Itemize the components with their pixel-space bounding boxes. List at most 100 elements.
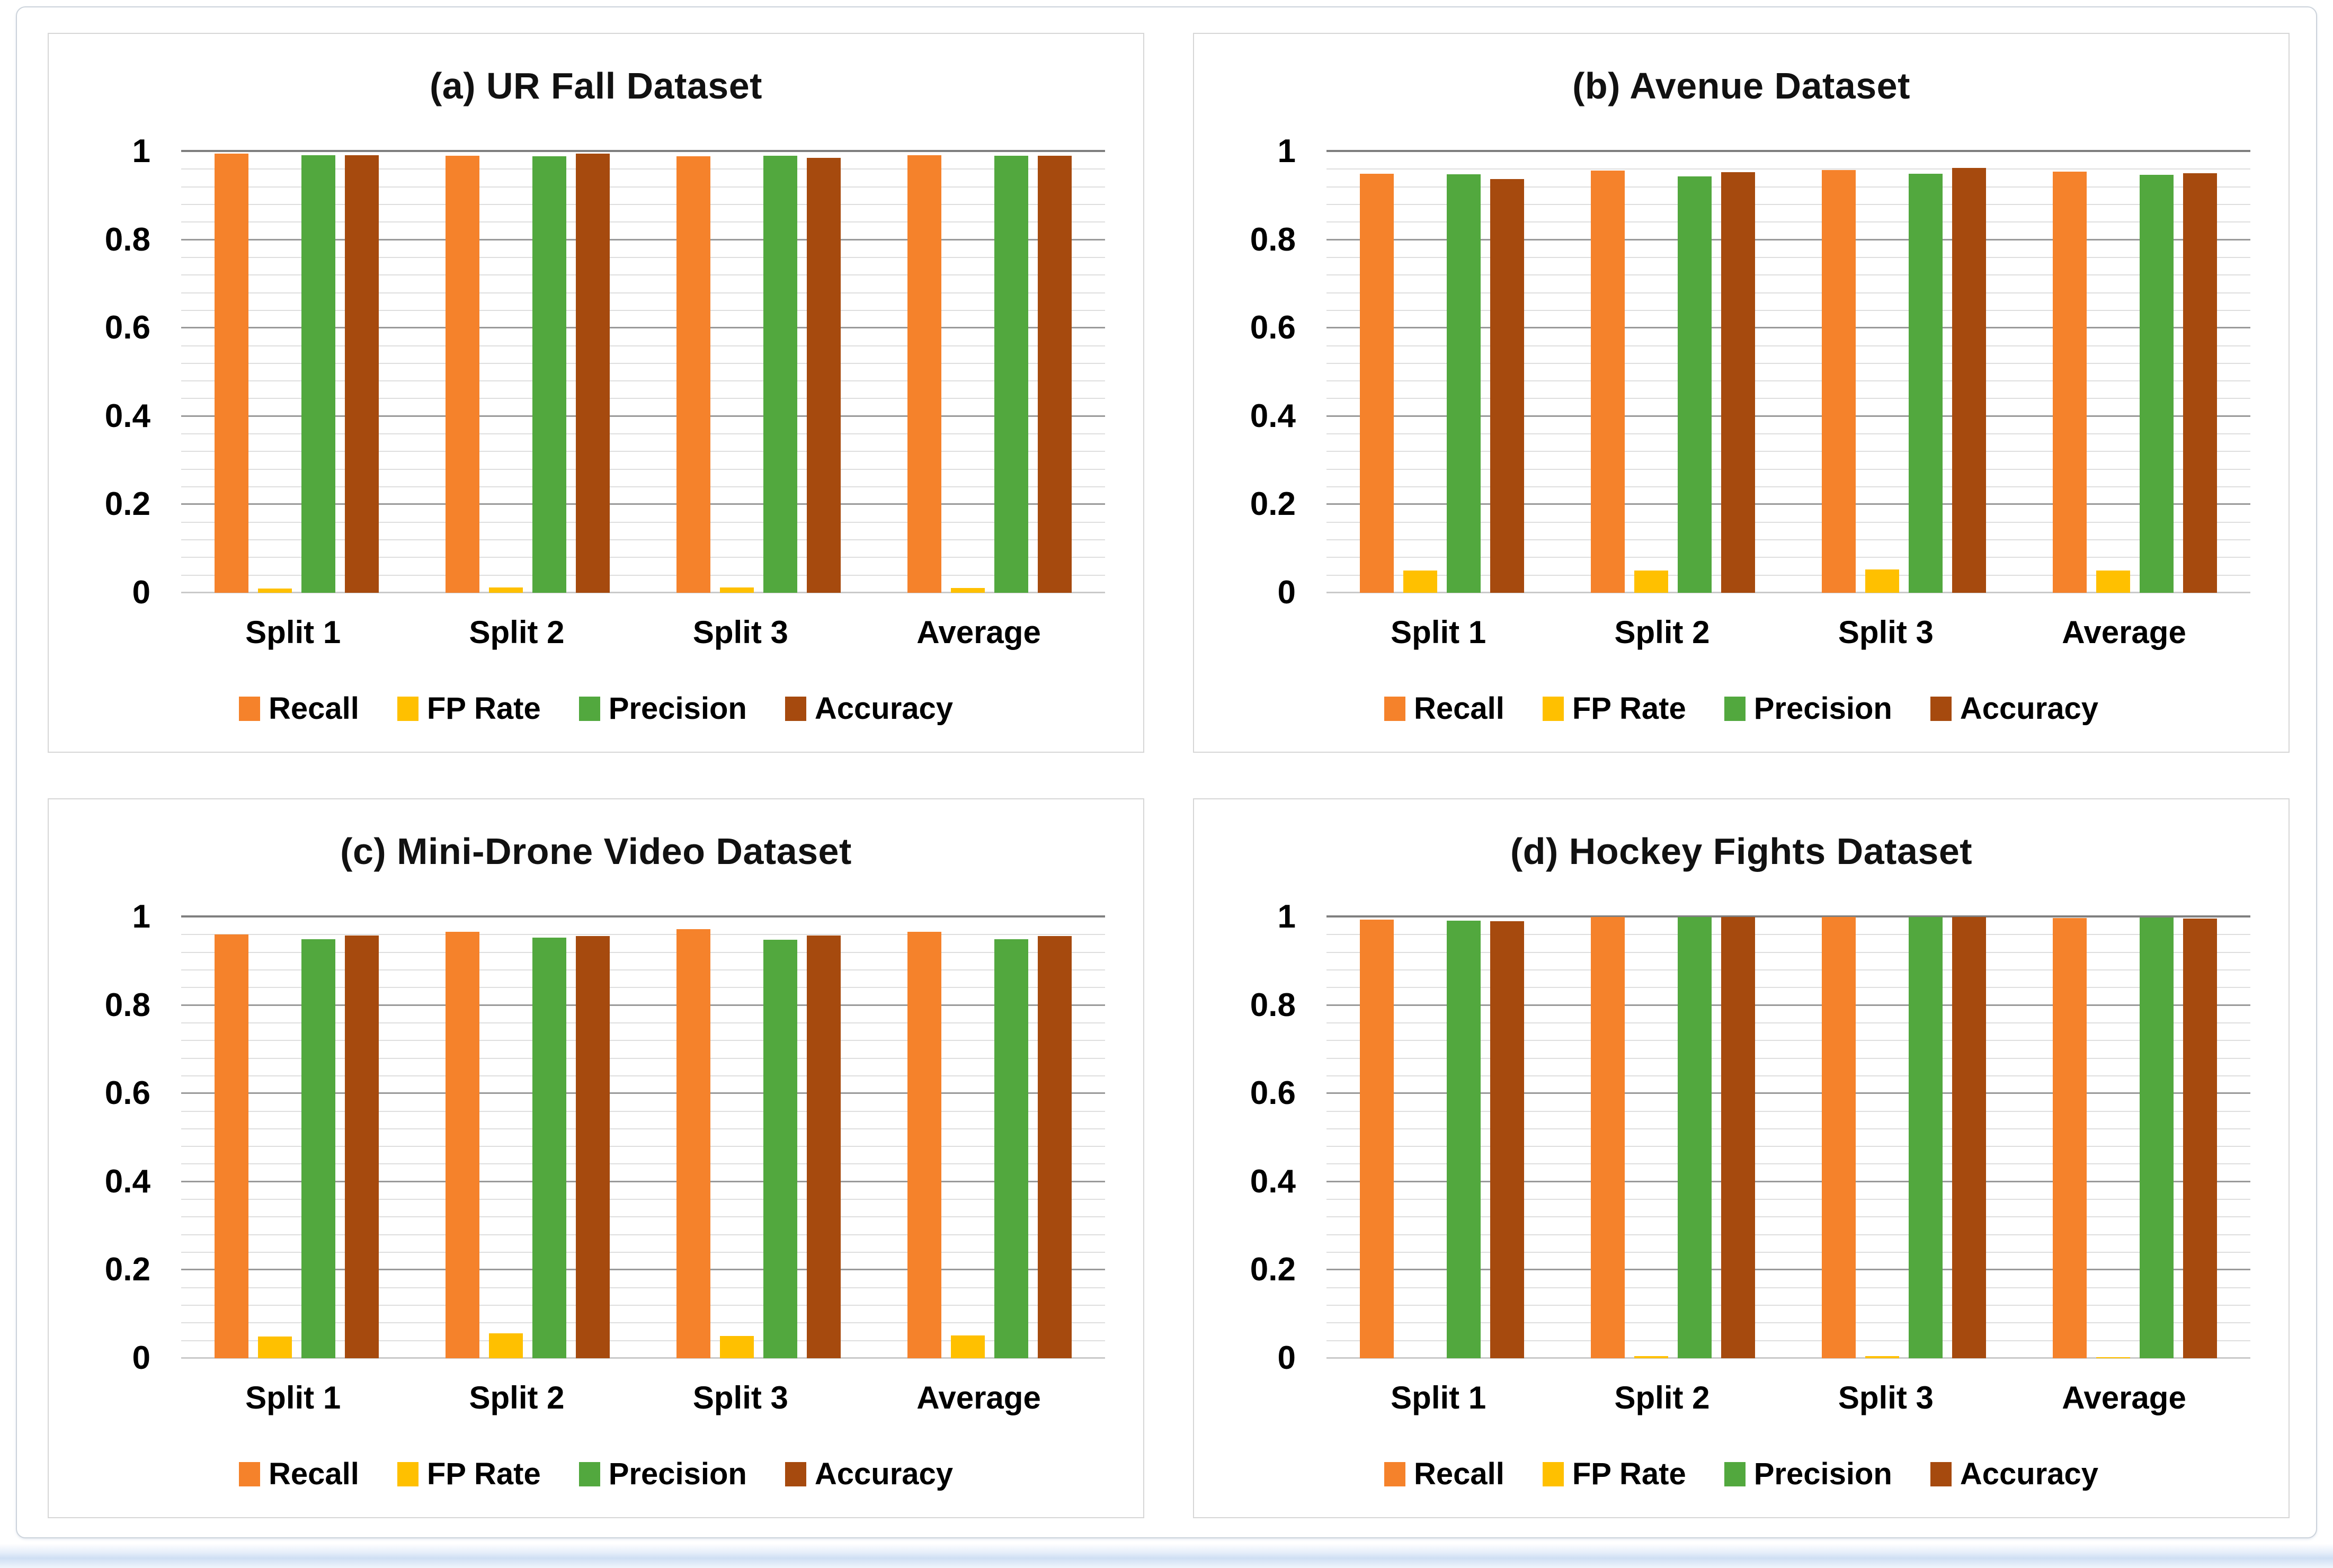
gridline-minor [1326, 1287, 2250, 1288]
bar-group [1591, 152, 1755, 593]
legend-swatch-recall [1384, 1462, 1405, 1486]
gridline-minor [181, 574, 1105, 576]
legend-item-fp-rate: FP Rate [1542, 691, 1686, 726]
y-tick-label: 0 [132, 1340, 150, 1376]
bar-recall [2053, 171, 2087, 593]
gridline-minor [1326, 987, 2250, 988]
bar-group [907, 152, 1072, 593]
gridline-major [1326, 592, 2250, 593]
bar-group [676, 917, 841, 1358]
bar-fp-rate [1865, 569, 1899, 593]
gridline-minor [1326, 1022, 2250, 1023]
gridline-minor [181, 557, 1105, 558]
legend-item-precision: Precision [578, 1456, 747, 1492]
bar-recall [676, 156, 710, 593]
y-tick-label: 0.8 [104, 986, 150, 1023]
bar-precision [994, 939, 1028, 1358]
bar-recall [1360, 920, 1394, 1358]
x-category-label-average: Average [2062, 1380, 2186, 1415]
x-category-label-split-1: Split 1 [1391, 614, 1486, 650]
bar-precision [1678, 176, 1712, 593]
bar-accuracy [1038, 155, 1072, 593]
bar-fp-rate [489, 587, 523, 593]
y-tick-label: 0.4 [104, 397, 150, 434]
gridline-major [1326, 915, 2250, 917]
gridline-major [181, 150, 1105, 152]
bar-group [676, 152, 841, 593]
y-tick-label: 1 [132, 133, 150, 170]
legend-swatch-accuracy [785, 1462, 806, 1486]
gridline-minor [1326, 433, 2250, 435]
y-tick-label: 0.8 [1250, 986, 1296, 1023]
gridline-minor [1326, 1057, 2250, 1059]
gridline-minor [181, 186, 1105, 188]
gridline-major [181, 1092, 1105, 1094]
bar-fp-rate [258, 588, 292, 593]
legend-label-recall: Recall [1413, 1457, 1504, 1491]
page-bottom-strip [0, 1544, 2333, 1568]
gridline-minor [181, 486, 1105, 488]
bar-accuracy [1952, 917, 1986, 1358]
gridline-minor [1326, 1199, 2250, 1200]
gridline-major [1326, 1004, 2250, 1006]
y-tick-label: 1 [1277, 898, 1296, 935]
bar-precision [1678, 917, 1712, 1358]
bar-group [907, 917, 1072, 1358]
plot-area: 1 0.8 0.6 0.4 0.2 0 [1250, 135, 2250, 609]
bar-precision [763, 940, 797, 1358]
bar-precision [532, 938, 566, 1358]
bar-accuracy [2183, 918, 2217, 1358]
gridline-minor [1326, 1075, 2250, 1076]
gridline-minor [181, 1234, 1105, 1235]
bar-precision [994, 155, 1028, 593]
bar-recall [1360, 173, 1394, 593]
y-tick-label: 0.6 [1250, 1075, 1296, 1112]
bar-fp-rate [2096, 570, 2130, 593]
legend-swatch-precision [578, 1462, 600, 1486]
gridline-minor [1326, 1128, 2250, 1129]
gridline-minor [181, 398, 1105, 399]
legend-label-recall: Recall [268, 1457, 359, 1491]
legend-item-precision: Precision [578, 691, 747, 726]
x-axis-labels: Split 1 Split 2 Split 3 Average [1326, 1379, 2250, 1416]
bar-fp-rate [2096, 1357, 2130, 1358]
gridline-minor [1326, 451, 2250, 452]
gridline-minor [1326, 168, 2250, 170]
gridline-minor [181, 292, 1105, 293]
legend-swatch-fp-rate [1542, 696, 1564, 721]
legend-item-recall: Recall [238, 1456, 359, 1492]
gridline-minor [1326, 574, 2250, 576]
legend-swatch-accuracy [1930, 1462, 1952, 1486]
gridline-minor [181, 1305, 1105, 1306]
bar-accuracy [345, 936, 379, 1358]
gridline-minor [181, 380, 1105, 382]
gridline-minor [1326, 468, 2250, 470]
legend-item-accuracy: Accuracy [785, 691, 953, 726]
gridline-minor [181, 1146, 1105, 1147]
gridline-minor [1326, 345, 2250, 346]
gridline-minor [181, 1199, 1105, 1200]
bar-group [2053, 917, 2217, 1358]
bar-accuracy [1721, 172, 1755, 593]
gridline-minor [1326, 274, 2250, 276]
legend-swatch-accuracy [1930, 696, 1952, 721]
gridline-major [181, 1269, 1105, 1271]
bar-group [1822, 917, 1986, 1358]
bar-recall [1822, 917, 1856, 1358]
bar-accuracy [1721, 917, 1755, 1358]
y-tick-label: 0.4 [1250, 397, 1296, 434]
bar-accuracy [2183, 173, 2217, 593]
x-category-label-split-1: Split 1 [1391, 1380, 1486, 1415]
gridline-minor [181, 345, 1105, 346]
charts-grid: (a) UR Fall Dataset 1 0.8 0.6 0.4 0.2 0 Split … [48, 33, 2290, 1518]
bar-fp-rate [1865, 1356, 1899, 1358]
bar-precision [1909, 174, 1943, 593]
bar-precision [763, 155, 797, 593]
gridline-major [181, 1357, 1105, 1359]
legend-swatch-accuracy [785, 696, 806, 721]
gridline-minor [181, 1022, 1105, 1023]
legend-item-precision: Precision [1724, 1456, 1892, 1492]
legend-swatch-fp-rate [1542, 1462, 1564, 1486]
chart-panel-a: (a) UR Fall Dataset 1 0.8 0.6 0.4 0.2 0 Split … [48, 33, 1144, 753]
legend-item-recall: Recall [1384, 691, 1504, 726]
